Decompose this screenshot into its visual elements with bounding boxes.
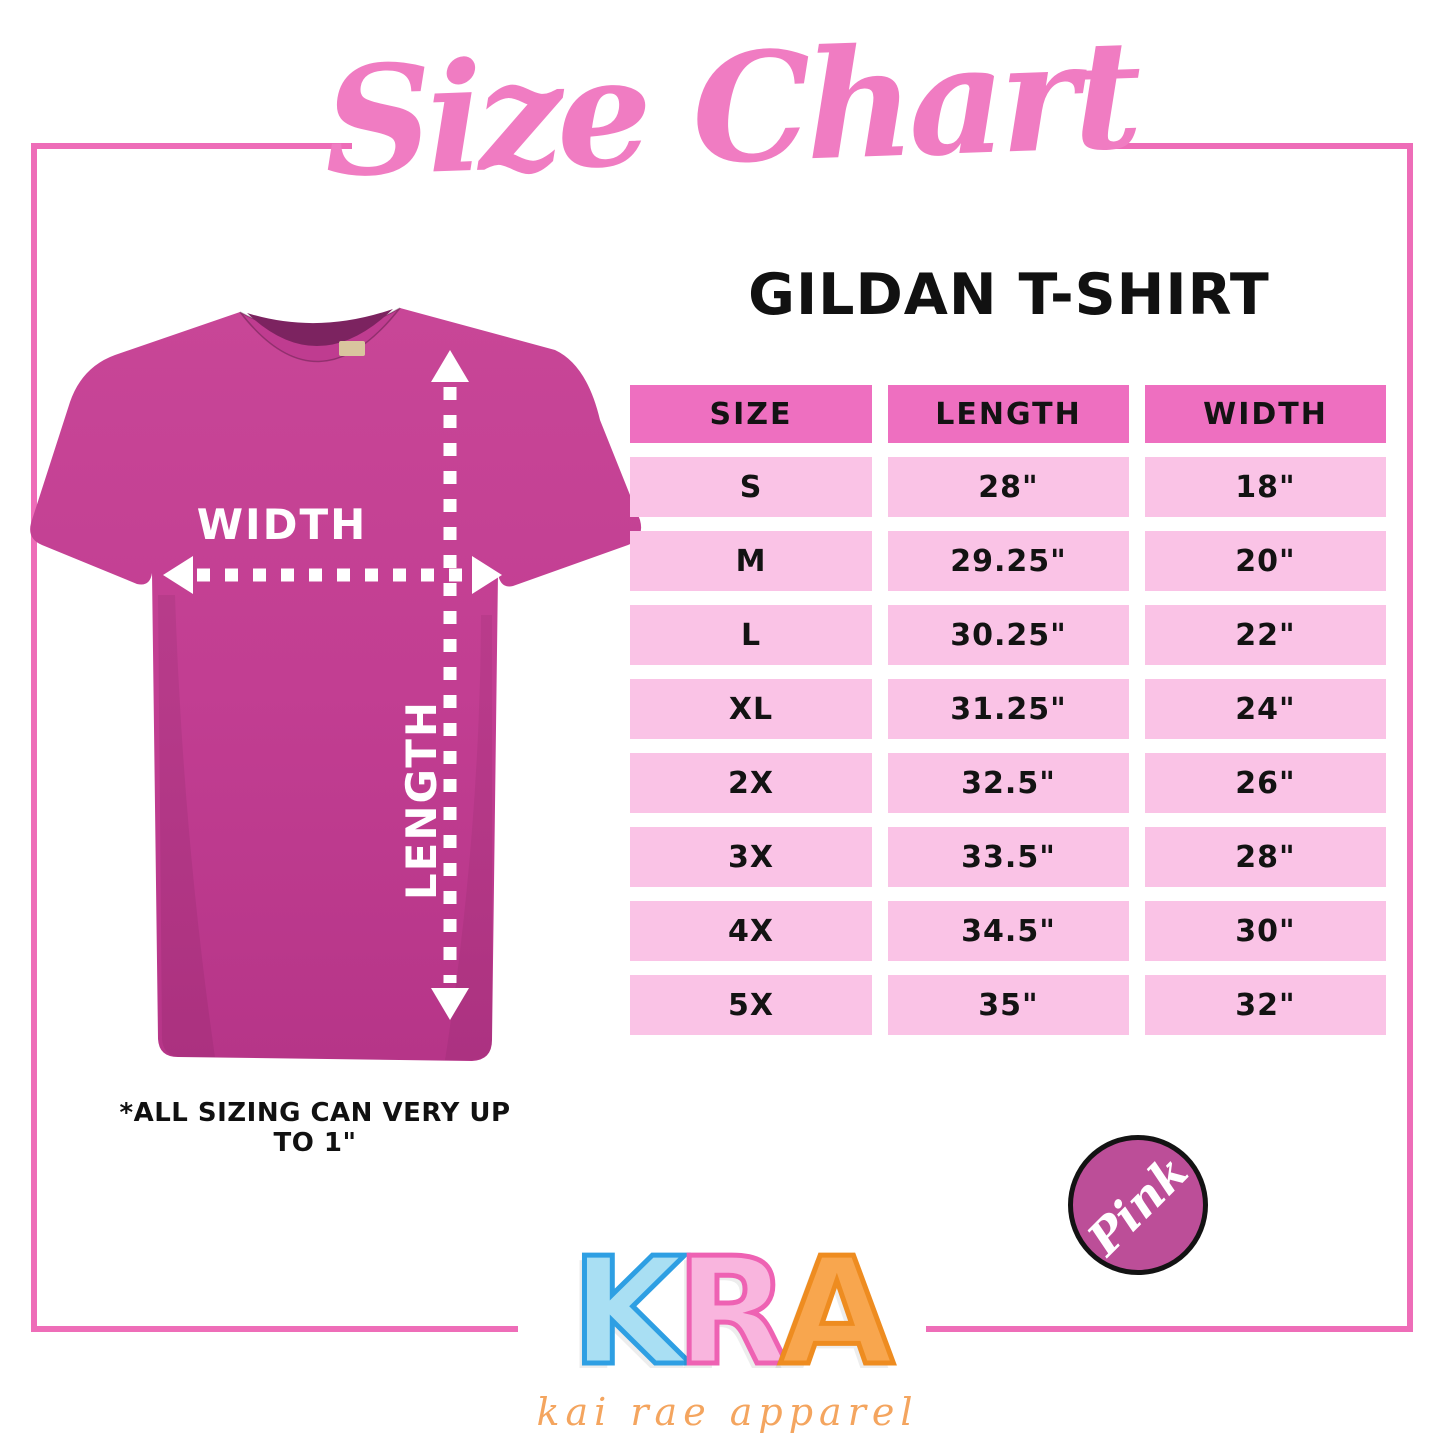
measurement-cell: 26": [1145, 753, 1386, 813]
measurement-cell: 35": [888, 975, 1129, 1035]
logo-letter: A: [777, 1226, 896, 1398]
page-title: Size Chart: [321, 6, 1139, 212]
measurement-cell: 28": [1145, 827, 1386, 887]
logo-tagline: kai rae apparel: [536, 1390, 919, 1434]
width-label: WIDTH: [196, 500, 368, 549]
measurement-cell: 28": [888, 457, 1129, 517]
shading-left: [158, 595, 215, 1057]
shading-right: [445, 615, 492, 1060]
width-arrow: [163, 556, 502, 594]
size-cell: XL: [630, 679, 872, 739]
measurement-cell: 30.25": [888, 605, 1129, 665]
table-header-cell: WIDTH: [1145, 385, 1386, 443]
size-cell: S: [630, 457, 872, 517]
logo-letter: K: [568, 1226, 688, 1398]
frame-top-gap: [352, 139, 1095, 154]
logo-letter: R: [673, 1226, 792, 1398]
frame-bottom-gap: [518, 1322, 926, 1337]
size-cell: M: [630, 531, 872, 591]
measurement-cell: 30": [1145, 901, 1386, 961]
measurement-cell: 33.5": [888, 827, 1129, 887]
measurement-cell: 31.25": [888, 679, 1129, 739]
tshirt-graphic: [25, 295, 645, 1080]
brand-logo: KRA kai rae apparel: [495, 1236, 960, 1435]
tshirt-illustration: [30, 307, 642, 1061]
size-cell: 5X: [630, 975, 872, 1035]
measurement-cell: 20": [1145, 531, 1386, 591]
measurement-cell: 29.25": [888, 531, 1129, 591]
measurement-cell: 34.5": [888, 901, 1129, 961]
measurement-cell: 22": [1145, 605, 1386, 665]
collar-opening: [247, 309, 393, 347]
size-cell: 2X: [630, 753, 872, 813]
table-header-cell: LENGTH: [888, 385, 1129, 443]
measurement-cell: 32": [1145, 975, 1386, 1035]
measurement-cell: 24": [1145, 679, 1386, 739]
tshirt-body: [30, 308, 642, 1061]
measurement-cell: 18": [1145, 457, 1386, 517]
size-table: SIZE LENGTH WIDTH S 28" 18" M 29.25" 20" L 30.25" 2…: [630, 385, 1388, 1035]
table-header-cell: SIZE: [630, 385, 872, 443]
length-arrow: [431, 350, 469, 1020]
size-cell: 3X: [630, 827, 872, 887]
size-cell: L: [630, 605, 872, 665]
neck-tag: [339, 341, 365, 356]
length-label: LENGTH: [397, 699, 446, 901]
sizing-footnote: *ALL SIZING CAN VERY UP TO 1": [119, 1098, 511, 1158]
logo-letters: KRA: [495, 1236, 960, 1389]
measurement-cell: 32.5": [888, 753, 1129, 813]
product-heading: GILDAN T-SHIRT: [748, 262, 1270, 328]
badge-label: Pink: [1077, 1144, 1199, 1266]
size-cell: 4X: [630, 901, 872, 961]
color-badge: Pink: [1068, 1135, 1208, 1275]
